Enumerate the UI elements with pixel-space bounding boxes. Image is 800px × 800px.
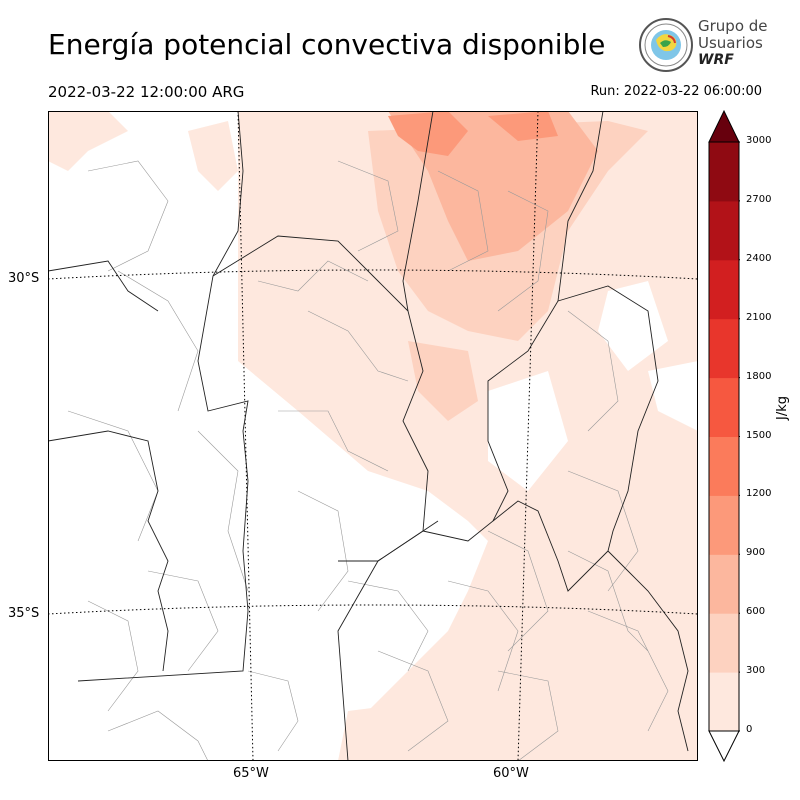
colorbar-band [709,672,739,732]
valid-time: 2022-03-22 12:00:00 ARG [48,83,245,101]
cape-map [48,111,698,761]
colorbar-band [709,259,739,320]
logo-line-1: Grupo de [698,17,768,35]
globe-logo-icon [639,18,693,72]
colorbar [708,109,740,763]
colorbar-band [709,142,739,202]
latitude-label-30s: 30°S [8,271,40,286]
colorbar-tick-label: 0 [746,724,753,735]
colorbar-tick-label: 2700 [746,193,772,205]
logo-line-3: WRF [698,52,734,68]
colorbar-tick-label: 600 [746,606,766,618]
colorbar-tick-label: 3000 [746,135,772,146]
colorbar-unit: J/kg [775,396,790,420]
longitude-label-65w: 65°W [233,766,269,781]
colorbar-tick-label: 1200 [746,488,772,500]
colorbar-band [709,436,739,496]
longitude-label-60w: 60°W [493,766,529,781]
colorbar-under-arrow [708,730,740,763]
colorbar-over-arrow [708,109,740,143]
colorbar-bands [709,142,739,732]
wrf-users-logo: Grupo de Usuarios WRF [638,16,768,76]
colorbar-tick-label: 2400 [746,252,772,264]
colorbar-tick-marks [739,141,740,732]
run-time: Run: 2022-03-22 06:00:00 [590,84,762,99]
colorbar-tick-label: 1800 [746,370,772,382]
province-boundaries [48,111,659,761]
colorbar-tick-label: 900 [746,547,766,559]
colorbar-band [709,613,739,673]
colorbar-tick-label: 300 [746,665,766,677]
colorbar-tick-label: 1500 [746,429,772,441]
county-boundaries [67,160,669,761]
colorbar-band [709,495,739,555]
colorbar-band [709,318,739,379]
chart-title: Energía potencial convectiva disponible [48,28,606,61]
logo-line-2: Usuarios [698,34,763,52]
colorbar-band [709,554,739,614]
colorbar-tick-label: 2100 [746,311,772,323]
colorbar-band [709,377,739,437]
latitude-label-35s: 35°S [8,606,40,621]
colorbar-band [709,200,739,261]
graticule [48,111,698,761]
coastline [607,550,689,752]
logo-text: Grupo de Usuarios WRF [698,18,768,69]
